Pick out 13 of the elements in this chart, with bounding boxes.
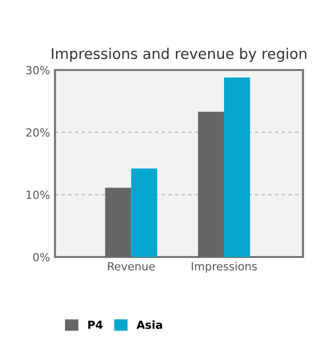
y-tick-label: 20% [26, 128, 50, 137]
bar [198, 112, 224, 257]
legend-label: Asia [136, 320, 162, 329]
y-tick-label: 0% [33, 252, 50, 262]
bar [131, 168, 158, 257]
y-tick-label: 30% [26, 66, 50, 74]
chart-title: Impressions and revenue by region [52, 48, 306, 62]
x-tick-label: Revenue [108, 262, 155, 270]
legend-label: P4 [88, 320, 103, 329]
x-tick-label: Impressions [192, 262, 257, 273]
bar [224, 77, 250, 257]
y-tick-label: 10% [26, 190, 50, 200]
bar [105, 188, 132, 257]
